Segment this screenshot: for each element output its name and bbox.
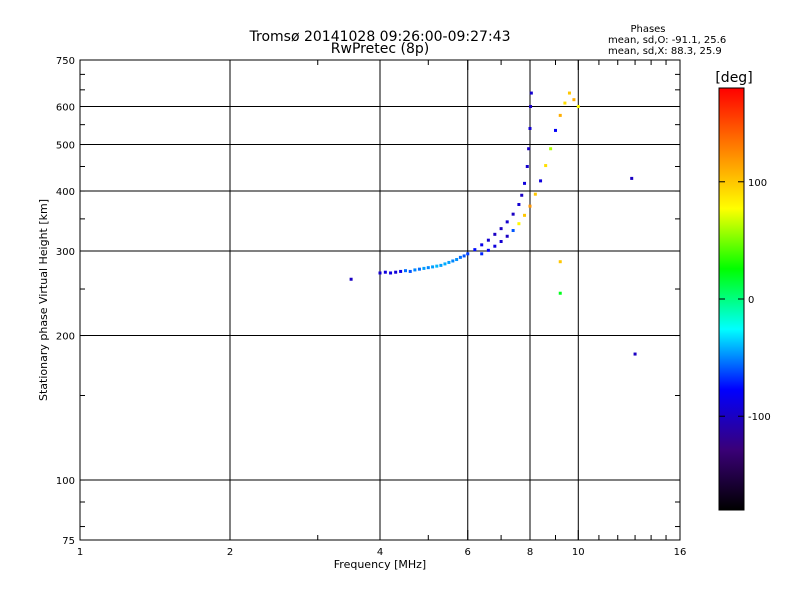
y-tick-label: 100 — [56, 476, 75, 487]
data-point — [558, 113, 562, 117]
x-tick-labels: 1 2 4 6 8 10 16 — [77, 547, 687, 558]
data-point — [408, 269, 412, 273]
y-tick-labels: 75 100 200 300 400 500 600 750 — [56, 56, 75, 547]
data-point — [455, 258, 459, 262]
data-point — [435, 264, 439, 268]
data-point — [529, 105, 533, 109]
x-tick-label: 2 — [227, 547, 233, 558]
data-point — [539, 179, 543, 183]
data-point — [633, 352, 637, 356]
data-point — [558, 260, 562, 264]
data-point — [505, 220, 509, 224]
data-points — [349, 91, 637, 356]
data-point — [417, 267, 421, 271]
data-point — [527, 147, 531, 151]
data-point — [399, 269, 403, 273]
data-point — [473, 248, 477, 252]
data-point — [499, 227, 503, 231]
data-point — [520, 193, 524, 197]
legend-title: Phases — [630, 24, 665, 35]
x-tick-label: 1 — [77, 547, 83, 558]
data-point — [383, 270, 387, 274]
data-point — [422, 266, 426, 270]
colorbar-label: [deg] — [715, 70, 752, 86]
data-point — [431, 265, 435, 269]
data-point — [563, 101, 567, 105]
y-axis-label: Stationary phase Virtual Height [km] — [37, 199, 50, 401]
chart-title: Tromsø 20141028 09:26:00-09:27:43 — [249, 29, 511, 45]
x-tick-label: 8 — [527, 547, 533, 558]
data-point — [486, 248, 490, 252]
data-point — [567, 91, 571, 95]
chart-subtitle: RwPretec (8p) — [331, 41, 429, 57]
data-point — [403, 269, 407, 273]
data-point — [486, 238, 490, 242]
data-point — [528, 126, 532, 130]
data-point — [493, 232, 497, 236]
data-point — [572, 98, 576, 102]
data-point — [493, 244, 497, 248]
grid — [80, 60, 680, 540]
data-point — [480, 252, 484, 256]
data-point — [576, 105, 580, 109]
data-point — [553, 128, 557, 132]
y-tick-label: 400 — [56, 187, 75, 198]
data-point — [544, 164, 548, 168]
data-point — [525, 164, 529, 168]
data-point — [378, 271, 382, 275]
data-point — [511, 229, 515, 233]
data-point — [511, 212, 515, 216]
data-point — [533, 192, 537, 196]
data-point — [462, 254, 466, 258]
colorbar-tick-label: 100 — [748, 178, 767, 189]
data-point — [505, 234, 509, 238]
data-point — [523, 181, 527, 185]
data-point — [517, 202, 521, 206]
colorbar-tick-label: -100 — [748, 412, 771, 423]
y-tick-label: 600 — [56, 103, 75, 114]
x-tick-label: 6 — [465, 547, 471, 558]
colorbar-tick-label: 0 — [748, 295, 754, 306]
legend-line-o: mean, sd,O: -91.1, 25.6 — [608, 35, 726, 46]
y-tick-label: 75 — [62, 536, 75, 547]
colorbar-ticks: 100 0 -100 — [719, 178, 771, 423]
y-tick-label: 200 — [56, 332, 75, 343]
data-point — [389, 271, 393, 275]
data-point — [549, 147, 553, 151]
y-tick-label: 300 — [56, 247, 75, 258]
x-tick-label: 10 — [572, 547, 585, 558]
legend-line-x: mean, sd,X: 88.3, 25.9 — [608, 46, 722, 57]
data-point — [426, 266, 430, 270]
data-point — [480, 243, 484, 247]
x-tick-label: 4 — [377, 547, 383, 558]
y-tick-label: 500 — [56, 141, 75, 152]
data-point — [517, 222, 521, 226]
data-point — [447, 260, 451, 264]
y-tick-label: 750 — [56, 56, 75, 67]
data-point — [466, 252, 470, 256]
data-point — [630, 176, 634, 180]
data-point — [451, 259, 455, 263]
data-point — [523, 213, 527, 217]
x-axis-label: Frequency [MHz] — [334, 558, 426, 571]
data-point — [413, 268, 417, 272]
data-point — [443, 262, 447, 266]
data-point — [558, 291, 562, 295]
minor-ticks — [79, 59, 681, 540]
data-point — [439, 263, 443, 267]
x-tick-label: 16 — [674, 547, 687, 558]
data-point — [349, 277, 353, 281]
data-point — [458, 255, 462, 259]
data-point — [499, 240, 503, 244]
data-point — [529, 91, 533, 95]
data-point — [528, 204, 532, 208]
data-point — [394, 270, 398, 274]
